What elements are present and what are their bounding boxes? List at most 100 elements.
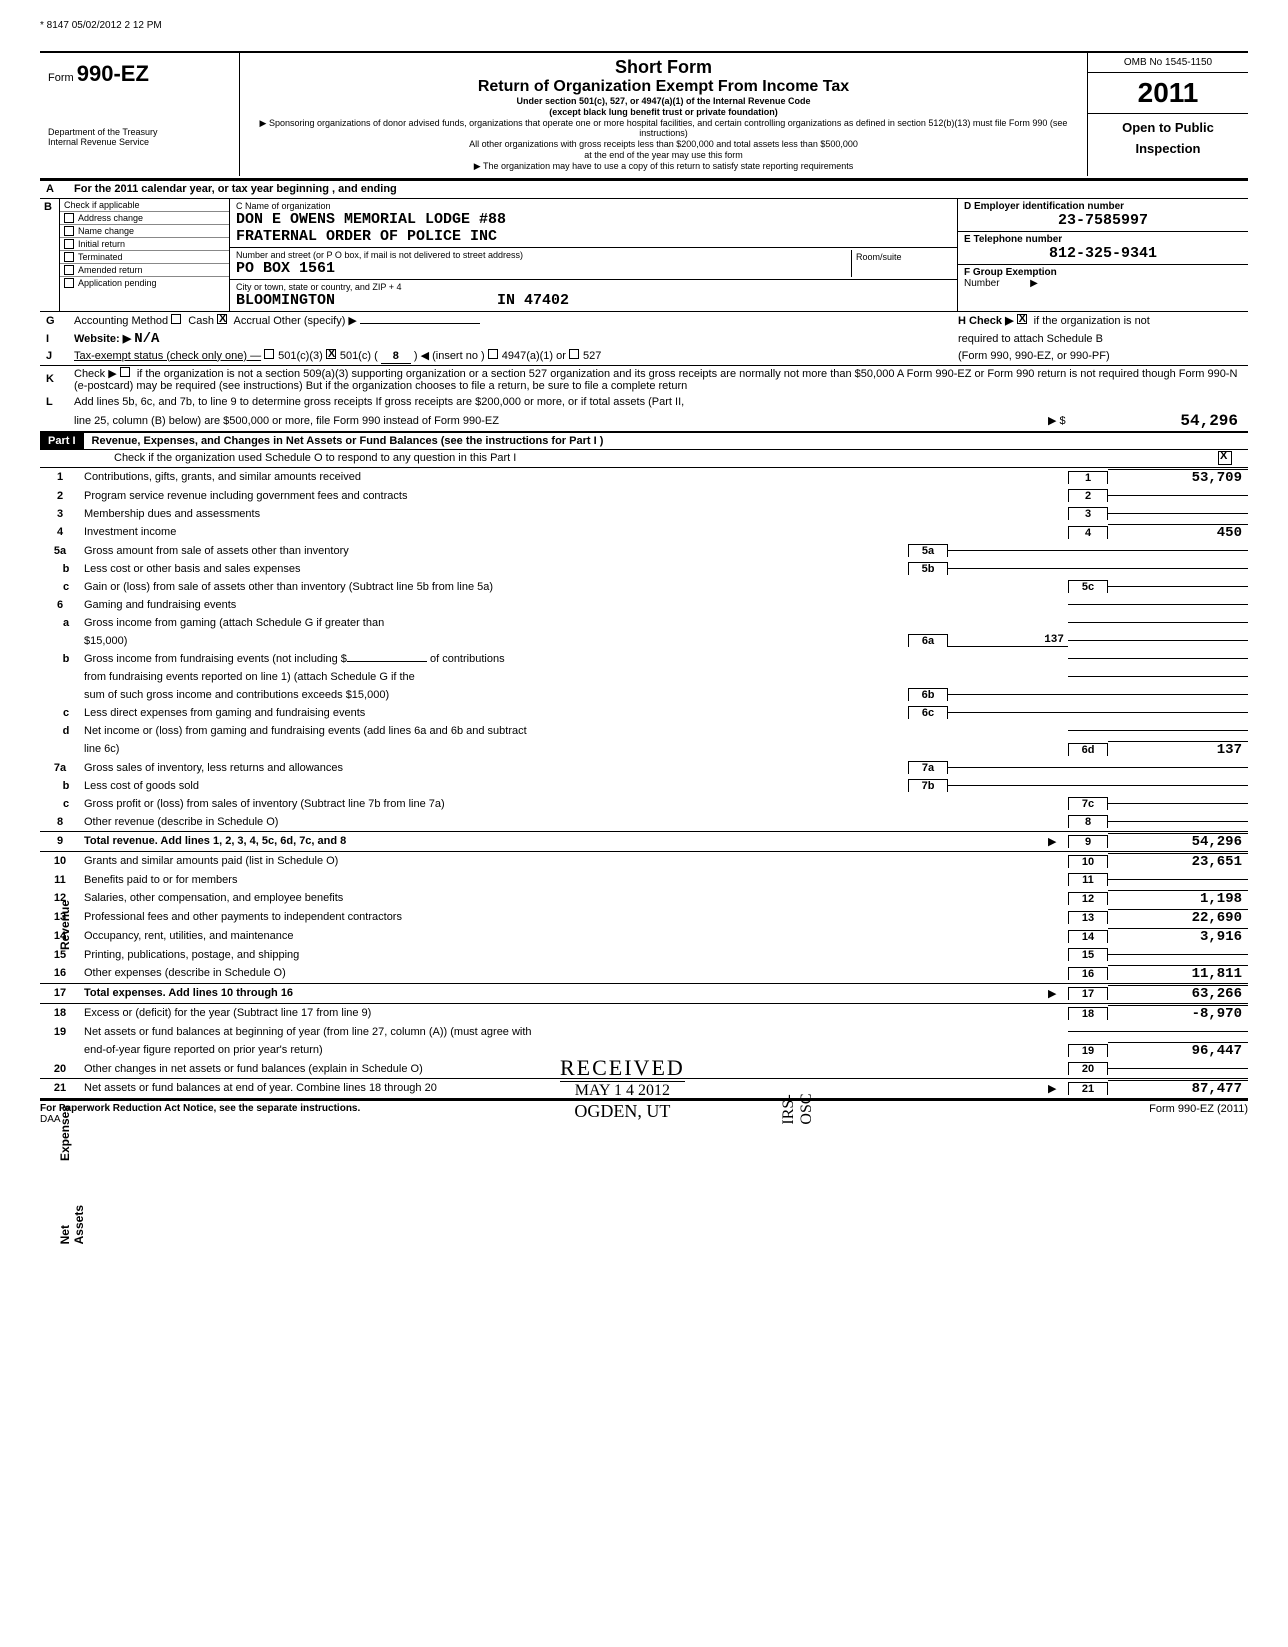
ln7b-num: b <box>40 780 80 792</box>
ln9-num: 9 <box>40 835 80 847</box>
ln5b-box: 5b <box>908 562 948 575</box>
subtitle-2: (except black lung benefit trust or priv… <box>248 107 1079 118</box>
footer-left: For Paperwork Reduction Act Notice, see … <box>40 1103 360 1114</box>
org-name-2: FRATERNAL ORDER OF POLICE INC <box>236 228 951 245</box>
ln6a-box: 6a <box>908 634 948 647</box>
check-501c3[interactable] <box>264 349 274 359</box>
ln13-text: Professional fees and other payments to … <box>80 911 1068 923</box>
check-h[interactable] <box>1017 314 1027 324</box>
check-terminated[interactable] <box>64 252 74 262</box>
line-l-text: Add lines 5b, 6c, and 7b, to line 9 to d… <box>70 396 1248 408</box>
ln6c-text: Less direct expenses from gaming and fun… <box>80 707 908 719</box>
check-pending-label: Application pending <box>78 278 157 288</box>
ln1-box: 1 <box>1068 471 1108 484</box>
subtitle-3: ▶ Sponsoring organizations of donor advi… <box>248 118 1079 140</box>
ln11-amt <box>1108 879 1248 880</box>
check-527[interactable] <box>569 349 579 359</box>
501c-end: ) ◀ (insert no ) <box>414 350 485 362</box>
line-i-text: Website: ▶ <box>74 333 131 345</box>
ln20-box: 20 <box>1068 1062 1108 1075</box>
ln6b-text1b: of contributions <box>430 653 505 665</box>
label-l: L <box>40 396 70 408</box>
ln6a-text: Gross income from gaming (attach Schedul… <box>80 617 908 629</box>
website-value: N/A <box>134 331 159 347</box>
ln19-amt: 96,447 <box>1108 1042 1248 1059</box>
4947-label: 4947(a)(1) or <box>502 350 566 362</box>
inspection: Inspection <box>1088 141 1248 162</box>
ln3-amt <box>1108 513 1248 514</box>
ln5c-num: c <box>40 581 80 593</box>
527-label: 527 <box>583 350 601 362</box>
ln1-num: 1 <box>40 471 80 483</box>
check-initial[interactable] <box>64 239 74 249</box>
501c-num: 8 <box>381 351 411 364</box>
check-header: Check if applicable <box>60 199 229 212</box>
ln6a-num: a <box>40 617 80 629</box>
line-k-check: Check ▶ <box>74 368 117 380</box>
ln15-num: 15 <box>40 949 80 961</box>
org-address: PO BOX 1561 <box>236 260 851 277</box>
ln13-box: 13 <box>1068 911 1108 924</box>
tel-value: 812-325-9341 <box>964 245 1242 262</box>
sidebar-expenses: Expenses <box>58 1105 72 1161</box>
label-k: K <box>40 373 70 385</box>
stamp-date: MAY 1 4 2012 <box>560 1082 685 1100</box>
ln5c-box: 5c <box>1068 580 1108 593</box>
org-name-1: DON E OWENS MEMORIAL LODGE #88 <box>236 211 951 228</box>
ln20-num: 20 <box>40 1063 80 1075</box>
cash-label: Cash <box>188 315 214 327</box>
part1-title: Revenue, Expenses, and Changes in Net As… <box>84 433 1248 449</box>
ln6-text: Gaming and fundraising events <box>80 599 1068 611</box>
ln16-num: 16 <box>40 967 80 979</box>
check-cash[interactable] <box>171 314 181 324</box>
ln14-text: Occupancy, rent, utilities, and maintena… <box>80 930 1068 942</box>
ln12-amt: 1,198 <box>1108 890 1248 907</box>
check-terminated-label: Terminated <box>78 252 123 262</box>
check-amended[interactable] <box>64 265 74 275</box>
ln13-amt: 22,690 <box>1108 909 1248 926</box>
subtitle-1: Under section 501(c), 527, or 4947(a)(1)… <box>248 96 1079 107</box>
label-i: I <box>40 333 70 345</box>
check-accrual[interactable] <box>217 314 227 324</box>
stamp-received: RECEIVED <box>560 1055 685 1082</box>
line-h3: required to attach Schedule B <box>958 333 1248 345</box>
open-public: Open to Public <box>1088 114 1248 141</box>
check-501c[interactable] <box>326 349 336 359</box>
part1-checkbox[interactable] <box>1218 451 1232 465</box>
ln7c-text: Gross profit or (loss) from sales of inv… <box>80 798 1068 810</box>
line-j-text: Tax-exempt status (check only one) — <box>74 350 261 362</box>
ln6-num: 6 <box>40 599 80 611</box>
ln17-text: Total expenses. Add lines 10 through 16 <box>80 987 1048 999</box>
ln6a-text2: $15,000) <box>80 635 908 647</box>
check-name[interactable] <box>64 226 74 236</box>
check-amended-label: Amended return <box>78 265 143 275</box>
check-k[interactable] <box>120 367 130 377</box>
501c-label: 501(c) ( <box>340 350 378 362</box>
ln9-amt: 54,296 <box>1108 833 1248 850</box>
ln11-text: Benefits paid to or for members <box>80 874 1068 886</box>
ln10-text: Grants and similar amounts paid (list in… <box>80 855 1068 867</box>
check-address[interactable] <box>64 213 74 223</box>
label-g: G <box>40 315 70 327</box>
ln5c-text: Gain or (loss) from sale of assets other… <box>80 581 1068 593</box>
ln18-text: Excess or (deficit) for the year (Subtra… <box>80 1007 1068 1019</box>
ln20-amt <box>1108 1068 1248 1069</box>
subtitle-4: All other organizations with gross recei… <box>248 139 1079 150</box>
label-j: J <box>40 350 70 362</box>
ln2-amt <box>1108 495 1248 496</box>
ln17-box: 17 <box>1068 987 1108 1000</box>
ln7c-box: 7c <box>1068 797 1108 810</box>
ln6b-num: b <box>40 653 80 665</box>
ln6b-text2: from fundraising events reported on line… <box>80 671 908 683</box>
check-pending[interactable] <box>64 278 74 288</box>
timestamp: * 8147 05/02/2012 2 12 PM <box>40 20 1248 31</box>
ln9-text: Total revenue. Add lines 1, 2, 3, 4, 5c,… <box>80 835 1048 847</box>
name-label: C Name of organization <box>236 201 951 211</box>
sidebar-revenue: Revenue <box>58 900 72 950</box>
ln7b-text: Less cost of goods sold <box>80 780 908 792</box>
part1-label: Part I <box>40 433 84 449</box>
title-short-form: Short Form <box>248 57 1079 78</box>
ln19-box: 19 <box>1068 1044 1108 1057</box>
ln16-amt: 11,811 <box>1108 965 1248 982</box>
check-4947[interactable] <box>488 349 498 359</box>
